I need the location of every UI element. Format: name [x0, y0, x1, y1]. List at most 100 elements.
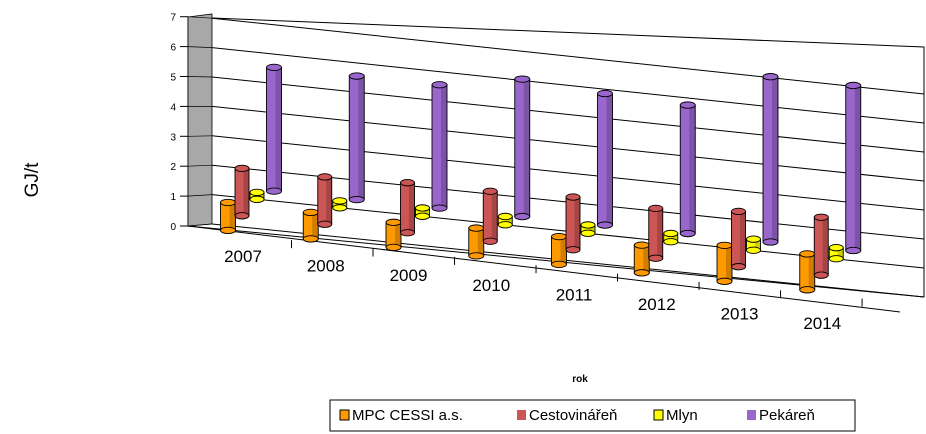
bar-shade: [808, 253, 815, 290]
bar: [762, 73, 779, 246]
bar-top: [762, 73, 779, 81]
bar: [597, 89, 613, 229]
bar-top: [845, 81, 862, 90]
bar-shade: [837, 247, 844, 259]
legend-swatch: [653, 409, 664, 421]
bar-top: [302, 208, 319, 217]
bar-shade: [395, 222, 401, 248]
bar-bottom: [317, 220, 333, 228]
bar-top: [580, 221, 596, 229]
bar: [746, 235, 761, 254]
bar-top: [317, 173, 333, 181]
legend-swatch: [339, 409, 350, 421]
bar-top: [731, 207, 746, 216]
category-label: 2010: [472, 276, 510, 295]
bar: [220, 198, 236, 235]
x-axis-label: rok: [572, 374, 588, 385]
bar-bottom: [813, 271, 829, 279]
bar-shade: [754, 239, 761, 251]
bar-bottom: [679, 229, 696, 238]
category-label: 2012: [638, 295, 676, 314]
bar: [348, 72, 365, 204]
bar-top: [385, 218, 402, 226]
bar-shade: [477, 228, 484, 256]
bar: [482, 187, 498, 245]
bar: [716, 241, 733, 285]
gridline-side: [187, 135, 213, 137]
legend-label: Cestovinářeň: [529, 407, 617, 424]
gridline: [211, 47, 925, 124]
bar-top: [249, 188, 265, 197]
bar-top: [746, 235, 761, 243]
bars: [220, 63, 862, 294]
bar-bottom: [431, 204, 448, 212]
bar-top: [431, 81, 448, 89]
bar: [828, 244, 844, 263]
bar: [385, 218, 402, 252]
bar-bottom: [415, 212, 430, 220]
bar-bottom: [565, 246, 581, 254]
bar-bottom: [385, 243, 402, 252]
bar-shade: [243, 168, 249, 216]
category-label: 2014: [803, 314, 841, 333]
bar: [317, 173, 333, 228]
bar: [497, 212, 513, 229]
bar-top: [679, 101, 696, 109]
bar-bottom: [332, 204, 348, 212]
bar-top: [234, 164, 250, 172]
bar-top: [514, 75, 531, 83]
bar-top: [597, 89, 613, 98]
bar-bottom: [249, 195, 265, 203]
y-tick-label: 6: [170, 43, 176, 54]
bar-top: [415, 204, 430, 212]
bar: [633, 241, 650, 277]
bar-top: [813, 213, 829, 221]
bar-top: [220, 198, 236, 207]
y-tick-label: 5: [170, 73, 176, 84]
bar: [249, 188, 265, 203]
gridline: [211, 76, 925, 153]
bar-bottom: [348, 195, 365, 204]
bar-bottom: [234, 212, 250, 220]
bar-top: [400, 179, 415, 187]
bar-bottom: [663, 238, 679, 246]
gridline: [211, 135, 925, 211]
bar: [731, 207, 746, 271]
legend: MPC CESSI a.s. Cestovinářeň Mlyn Pekáreň: [329, 399, 856, 432]
bar: [266, 63, 282, 195]
bar-bottom: [828, 255, 844, 263]
bar-shade: [589, 224, 595, 234]
gridline-side: [187, 16, 213, 19]
bar-shade: [341, 200, 347, 208]
bar-bottom: [716, 277, 733, 285]
y-tick-label: 2: [170, 162, 176, 173]
bar-top: [633, 241, 650, 249]
bar-top: [332, 197, 348, 205]
bar-bottom: [220, 226, 236, 235]
bar-shade: [606, 93, 613, 226]
bar-shade: [726, 245, 732, 282]
bar-bottom: [302, 235, 319, 243]
x-axis-categories: 2007 2008 2009 2010 2011 2012 2013 2014: [224, 240, 863, 333]
bar-bottom: [400, 229, 415, 237]
category-label: 2011: [556, 285, 593, 304]
bar-top: [348, 72, 365, 80]
bar-shade: [523, 79, 530, 217]
bar: [813, 213, 829, 279]
bar-bottom: [580, 229, 596, 237]
bar-bottom: [497, 221, 513, 229]
bar: [302, 208, 319, 243]
y-tick-label: 1: [170, 192, 176, 203]
y-tick-label: 4: [170, 102, 176, 113]
side-wall: [187, 13, 213, 227]
legend-swatch: [747, 410, 756, 420]
bar-bottom: [746, 246, 761, 254]
bar-bottom: [845, 246, 862, 255]
bar-shade: [506, 216, 513, 225]
gridline: [211, 105, 925, 182]
bar: [565, 193, 581, 254]
bar-shade: [408, 182, 415, 233]
bar: [332, 197, 348, 212]
bar-top: [663, 229, 679, 238]
gridline-side: [187, 194, 213, 197]
